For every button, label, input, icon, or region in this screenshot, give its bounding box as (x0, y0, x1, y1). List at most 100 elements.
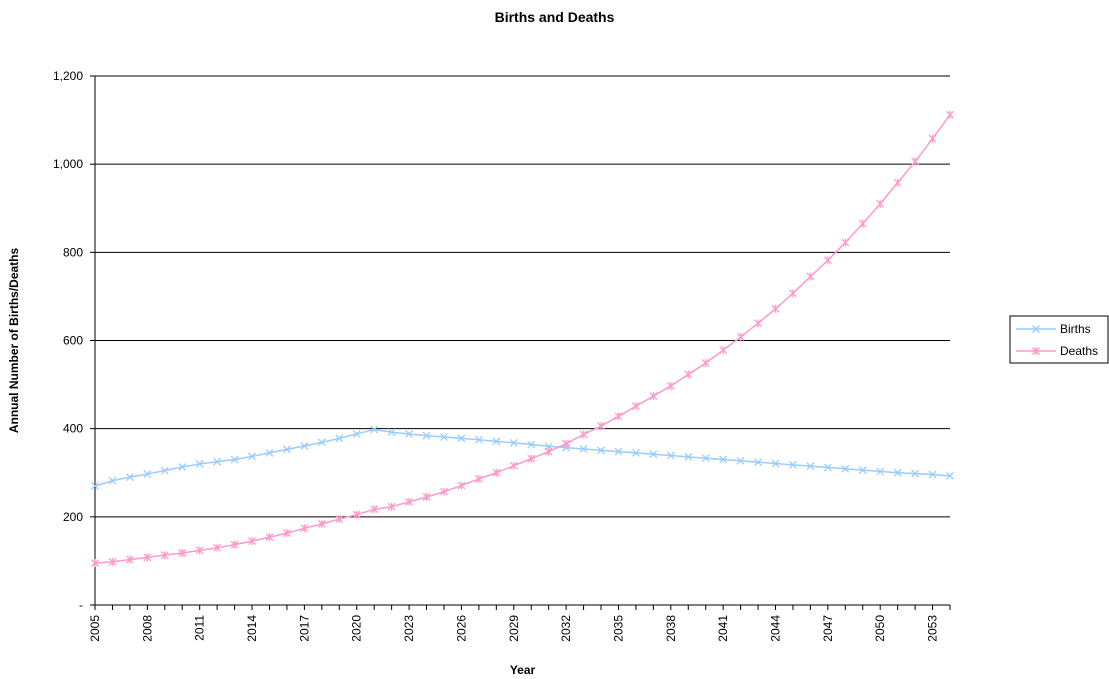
data-point-deaths (213, 543, 222, 552)
data-point-births (806, 462, 815, 471)
data-point-births (614, 447, 623, 456)
data-point-deaths (282, 529, 291, 538)
legend-label-deaths: Deaths (1060, 344, 1098, 358)
data-point-births (876, 467, 885, 476)
data-point-births (108, 476, 117, 485)
x-tick-label: 2011 (193, 615, 207, 641)
data-point-deaths (911, 157, 920, 166)
x-tick-label: 2008 (140, 615, 154, 642)
y-tick-label: - (79, 598, 83, 612)
x-axis-title: Year (510, 663, 536, 677)
y-tick-label: 200 (63, 510, 83, 524)
data-point-deaths (317, 519, 326, 528)
data-point-deaths (230, 540, 239, 549)
data-point-deaths (422, 492, 431, 501)
y-tick-label: 800 (63, 245, 83, 259)
x-tick-label: 2032 (559, 615, 573, 642)
data-point-births (858, 466, 867, 475)
data-point-births (143, 470, 152, 479)
data-point-births (335, 434, 344, 443)
x-tick-label: 2047 (821, 615, 835, 642)
data-point-births (754, 458, 763, 467)
x-tick-label: 2005 (88, 615, 102, 642)
data-point-deaths (440, 487, 448, 496)
data-point-deaths (806, 272, 815, 281)
data-point-deaths (387, 502, 396, 511)
data-point-deaths (841, 238, 850, 247)
data-point-births (736, 456, 745, 465)
data-point-deaths (335, 515, 344, 524)
data-point-deaths (719, 346, 728, 355)
data-point-deaths (509, 461, 518, 470)
data-point-deaths (527, 454, 536, 463)
data-point-births (125, 473, 134, 482)
y-tick-label: 1,000 (53, 157, 83, 171)
data-point-deaths (893, 178, 902, 187)
x-tick-label: 2053 (926, 615, 940, 642)
y-axis-ticks: - 200 400 600 800 1,000 1,200 (53, 69, 95, 612)
data-point-births (928, 470, 937, 479)
data-point-deaths (352, 510, 361, 519)
legend-box (1009, 315, 1109, 364)
data-point-births (457, 434, 466, 443)
legend-marker-deaths (1032, 347, 1040, 355)
data-point-births (841, 464, 850, 473)
data-point-births (474, 435, 483, 444)
data-point-deaths (684, 370, 693, 379)
data-point-births (265, 448, 274, 457)
data-point-births (911, 469, 920, 478)
data-point-births (317, 438, 326, 447)
data-point-deaths (666, 381, 675, 390)
data-point-deaths (143, 553, 152, 562)
data-point-deaths (178, 548, 187, 557)
data-point-deaths (701, 358, 710, 367)
data-point-births (352, 429, 361, 438)
data-point-births (666, 451, 675, 460)
x-tick-label: 2020 (350, 615, 364, 642)
data-point-deaths (631, 402, 640, 411)
data-point-deaths (858, 219, 867, 228)
data-point-births (160, 466, 169, 475)
data-point-deaths (946, 110, 954, 119)
gridlines (95, 75, 950, 518)
data-point-births (579, 444, 588, 453)
data-point-births (282, 445, 291, 454)
data-point-deaths (125, 555, 134, 564)
data-point-deaths (823, 256, 832, 265)
x-tick-label: 2041 (716, 615, 730, 642)
x-tick-label: 2050 (873, 615, 887, 642)
data-point-births (823, 463, 832, 472)
data-point-births (684, 452, 693, 461)
x-tick-label: 2044 (769, 615, 783, 642)
y-axis-title: Annual Number of Births/Deaths (7, 248, 21, 434)
data-point-births (771, 459, 780, 468)
data-point-births (213, 457, 222, 466)
series-line-births (94, 428, 951, 487)
x-tick-label: 2038 (664, 615, 678, 642)
data-point-births (387, 428, 396, 437)
data-point-deaths (876, 199, 885, 208)
data-point-births (719, 455, 728, 464)
chart-title: Births and Deaths (494, 9, 615, 25)
data-point-deaths (370, 505, 379, 514)
data-point-deaths (928, 134, 937, 143)
data-point-births (248, 452, 257, 461)
data-point-births (195, 459, 204, 468)
data-point-deaths (771, 304, 780, 313)
data-point-deaths (579, 430, 588, 439)
x-tick-label: 2035 (611, 615, 625, 642)
data-point-deaths (108, 557, 117, 566)
x-tick-label: 2023 (402, 615, 416, 642)
data-point-deaths (195, 546, 204, 555)
y-tick-label: 400 (63, 422, 83, 436)
data-point-births (946, 471, 954, 480)
data-point-births (492, 437, 501, 446)
x-axis-ticks: 2005 2008 2011 2014 2017 2020 2023 2026 2029 2032… (88, 605, 951, 642)
data-point-deaths (562, 439, 571, 448)
data-point-deaths (474, 474, 483, 483)
data-point-births (91, 482, 99, 490)
data-point-deaths (405, 497, 414, 506)
data-point-births (440, 433, 448, 442)
y-tick-label: 600 (63, 334, 83, 348)
